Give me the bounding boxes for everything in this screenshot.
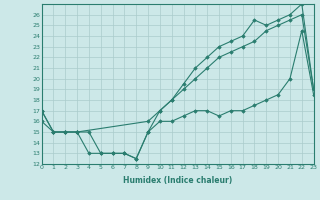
X-axis label: Humidex (Indice chaleur): Humidex (Indice chaleur) xyxy=(123,176,232,185)
